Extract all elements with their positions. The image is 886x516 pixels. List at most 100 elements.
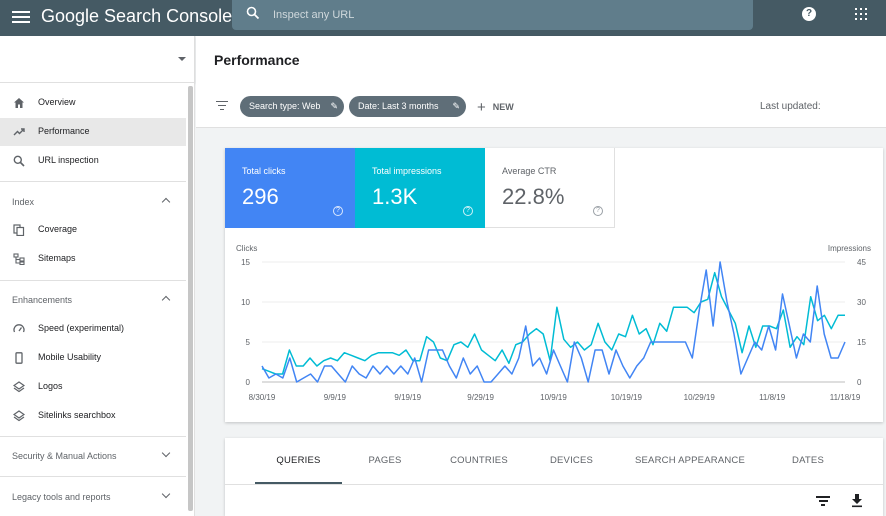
file-copy-icon: [13, 224, 25, 236]
chevron-up-icon: [161, 197, 171, 207]
x-tick-label: 9/19/19: [394, 393, 421, 402]
download-icon[interactable]: [850, 493, 864, 508]
x-tick-label: 8/30/19: [249, 393, 276, 402]
right-tick-label: 15: [857, 338, 866, 347]
tab-dates[interactable]: DATES: [792, 455, 824, 466]
sidebar-item-label: Overview: [38, 97, 76, 107]
divider: [0, 476, 186, 477]
page-header: Performance: [196, 36, 886, 83]
x-tick-label: 11/8/19: [759, 393, 786, 402]
section-title: Enhancements: [12, 295, 73, 305]
sidebar-item-logos[interactable]: Logos: [0, 373, 186, 401]
filter-list-icon[interactable]: [816, 496, 830, 506]
total-impressions-card[interactable]: Total impressions 1.3K ?: [355, 148, 485, 228]
home-icon: [14, 98, 24, 108]
divider: [0, 436, 186, 437]
right-tick-label: 45: [857, 258, 866, 267]
new-filter-label: NEW: [492, 102, 514, 112]
sidebar-item-speed[interactable]: Speed (experimental): [0, 315, 186, 343]
metric-label: Total clicks: [242, 166, 286, 176]
metric-label: Total impressions: [372, 166, 442, 176]
help-icon[interactable]: ?: [333, 206, 343, 216]
sidebar-item-sitemaps[interactable]: Sitemaps: [0, 245, 186, 273]
divider: [225, 484, 883, 485]
search-type-filter-chip[interactable]: Search type: Web ✎: [240, 96, 344, 117]
metric-value: 22.8%: [502, 184, 565, 209]
plus-icon: +: [477, 99, 486, 116]
sidebar-item-label: Sitemaps: [38, 253, 76, 263]
metric-value: 1.3K: [372, 184, 418, 209]
edit-icon: ✎: [452, 101, 460, 111]
sidebar-item-url-inspection[interactable]: URL inspection: [0, 147, 186, 175]
tab-devices[interactable]: DEVICES: [549, 455, 594, 466]
menu-icon[interactable]: [12, 8, 30, 28]
sidebar-item-label: Logos: [38, 381, 63, 391]
chevron-down-icon: [161, 448, 171, 458]
tab-queries[interactable]: QUERIES: [255, 438, 342, 484]
total-clicks-card[interactable]: Total clicks 296 ?: [225, 148, 355, 228]
last-updated-text: Last updated:: [760, 101, 821, 112]
date-filter-chip[interactable]: Date: Last 3 months ✎: [349, 96, 466, 117]
trending-up-icon: [13, 128, 25, 136]
tab-countries[interactable]: COUNTRIES: [450, 455, 508, 466]
section-index[interactable]: Index: [0, 187, 186, 217]
apps-icon[interactable]: [855, 8, 867, 20]
top-app-bar: Google Search Console ?: [0, 0, 886, 36]
edit-icon: ✎: [330, 101, 338, 111]
divider: [0, 280, 186, 281]
section-security-manual-actions[interactable]: Security & Manual Actions: [0, 441, 186, 471]
help-icon[interactable]: ?: [593, 206, 603, 216]
right-axis-label: Impressions: [828, 244, 871, 253]
left-tick-label: 10: [241, 298, 250, 307]
x-tick-label: 9/9/19: [324, 393, 347, 402]
layers-icon: [13, 410, 25, 422]
property-selector[interactable]: [0, 36, 195, 83]
x-tick-label: 10/29/19: [684, 393, 716, 402]
chevron-down-icon: [178, 57, 186, 61]
right-tick-label: 30: [857, 298, 866, 307]
clicks-series-line: [261, 261, 846, 383]
x-tick-label: 10/19/19: [611, 393, 643, 402]
section-enhancements[interactable]: Enhancements: [0, 285, 186, 315]
left-tick-label: 0: [246, 378, 251, 387]
sidebar-item-label: URL inspection: [38, 155, 99, 165]
sidebar-item-coverage[interactable]: Coverage: [0, 216, 186, 244]
section-title: Index: [12, 197, 35, 207]
sidebar: Overview Performance URL inspection Inde…: [0, 36, 195, 516]
sidebar-item-overview[interactable]: Overview: [0, 89, 186, 117]
metric-value: 296: [242, 184, 279, 209]
sidebar-item-label: Performance: [38, 126, 90, 136]
help-icon[interactable]: ?: [463, 206, 473, 216]
layers-icon: [13, 381, 25, 393]
sidebar-item-mobile-usability[interactable]: Mobile Usability: [0, 344, 186, 372]
left-axis-label: Clicks: [236, 244, 257, 253]
tab-search-appearance[interactable]: SEARCH APPEARANCE: [634, 455, 746, 466]
sidebar-scrollbar[interactable]: [188, 86, 193, 511]
sidebar-item-sitelinks-searchbox[interactable]: Sitelinks searchbox: [0, 402, 186, 430]
chevron-down-icon: [161, 489, 171, 499]
help-icon[interactable]: ?: [802, 7, 816, 21]
speedometer-icon: [13, 324, 25, 333]
section-title: Security & Manual Actions: [12, 451, 117, 461]
left-tick-label: 15: [241, 258, 250, 267]
tab-pages[interactable]: PAGES: [368, 455, 402, 466]
average-ctr-card[interactable]: Average CTR 22.8% ?: [485, 148, 615, 228]
sidebar-item-label: Coverage: [38, 224, 78, 234]
brand-logo[interactable]: Google Search Console: [41, 6, 233, 26]
filter-list-icon[interactable]: [216, 101, 228, 111]
impressions-series-line: [261, 271, 845, 375]
new-filter-button[interactable]: + NEW: [477, 99, 514, 116]
chip-label: Search type: Web: [249, 101, 321, 111]
section-title: Legacy tools and reports: [12, 492, 111, 502]
search-input[interactable]: [273, 7, 733, 23]
sidebar-item-performance[interactable]: Performance: [0, 118, 186, 146]
x-tick-label: 9/29/19: [467, 393, 494, 402]
performance-line-chart[interactable]: Clicks Impressions 0 0 5 15 10 30 15 45 8/30/19 9/9…: [225, 240, 883, 412]
divider: [0, 181, 186, 182]
x-tick-label: 11/18/19: [830, 393, 861, 402]
right-tick-label: 0: [857, 378, 862, 387]
filter-bar: Search type: Web ✎ Date: Last 3 months ✎…: [196, 83, 886, 128]
performance-chart-card: Total clicks 296 ? Total impressions 1.3…: [225, 148, 883, 422]
sidebar-item-label: Sitelinks searchbox: [38, 410, 116, 420]
section-legacy-tools[interactable]: Legacy tools and reports: [0, 482, 186, 512]
